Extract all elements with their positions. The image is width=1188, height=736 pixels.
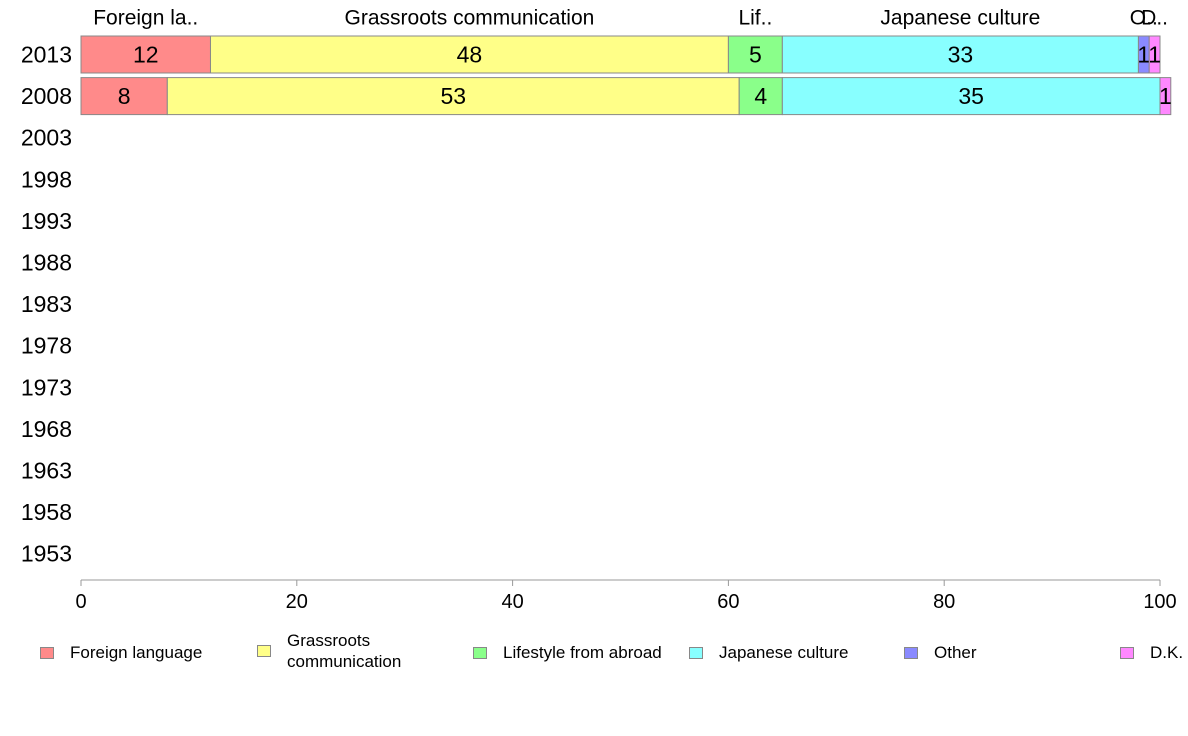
- series-header-other: O..: [1130, 7, 1158, 30]
- series-header-grassroots-communication: Grassroots communication: [345, 7, 595, 30]
- y-tick-label-2013: 2013: [21, 42, 72, 68]
- y-tick-label-1963: 1963: [21, 458, 72, 484]
- x-tick-label-80: 80: [933, 591, 955, 613]
- legend-swatch-foreign-language: [40, 646, 54, 659]
- data-label-2008-lifestyle-from-abroad: 4: [754, 83, 767, 109]
- x-tick-label-100: 100: [1143, 591, 1176, 613]
- y-tick-label-1983: 1983: [21, 291, 72, 317]
- data-label-2013-grassroots-communication: 48: [457, 42, 483, 68]
- legend-label-grassroots-communication: Grassroots communication: [287, 631, 402, 671]
- x-tick-label-0: 0: [75, 591, 86, 613]
- y-tick-label-1978: 1978: [21, 333, 72, 359]
- y-tick-label-1968: 1968: [21, 416, 72, 442]
- legend-label-lifestyle-from-abroad: Lifestyle from abroad: [503, 643, 662, 662]
- bar-2013-grassroots-communication: [209, 35, 729, 74]
- legend-swatch-dk: [1120, 646, 1134, 659]
- legend-label-japanese-culture: Japanese culture: [719, 643, 849, 662]
- data-label-2008-grassroots-communication: 53: [440, 83, 466, 109]
- legend-item-japanese-culture: Japanese culture: [689, 642, 848, 663]
- bar-2008-lifestyle-from-abroad: [738, 77, 783, 116]
- y-tick-label-1988: 1988: [21, 250, 72, 276]
- data-label-2008-d-k: 1: [1159, 83, 1172, 109]
- y-tick-label-2008: 2008: [21, 83, 72, 109]
- series-header-d-k: D..: [1141, 7, 1168, 30]
- data-label-2013-japanese-culture: 33: [948, 42, 974, 68]
- legend-swatch-japanese-culture: [689, 646, 703, 659]
- y-tick-label-2003: 2003: [21, 125, 72, 151]
- legend-label-foreign-language: Foreign language: [70, 643, 203, 662]
- data-label-2013-other: 1: [1137, 42, 1150, 68]
- data-label-2013-d-k: 1: [1148, 42, 1161, 68]
- legend-swatch-other: [904, 646, 918, 659]
- legend-item-lifestyle-from-abroad: Lifestyle from abroad: [473, 642, 662, 663]
- chart-legend: Foreign language Grassroots communicatio…: [0, 630, 1188, 680]
- data-label-2013-foreign-language: 12: [133, 42, 159, 68]
- bar-2008-grassroots-communication: [166, 77, 740, 116]
- bar-2013-foreign-language: [80, 35, 211, 74]
- bar-2013-d-k: [1148, 35, 1161, 74]
- series-header-japanese-culture: Japanese culture: [880, 7, 1040, 30]
- y-tick-label-1993: 1993: [21, 208, 72, 234]
- legend-swatch-grassroots-communication: [257, 645, 271, 657]
- legend-label-other: Other: [934, 643, 977, 662]
- y-tick-label-1998: 1998: [21, 166, 72, 192]
- x-tick-label-60: 60: [717, 591, 739, 613]
- data-label-2008-japanese-culture: 35: [958, 83, 984, 109]
- legend-item-grassroots-communication: Grassroots communication: [257, 630, 401, 672]
- legend-label-dk: D.K.: [1150, 643, 1184, 662]
- legend-item-other: Other: [904, 642, 977, 663]
- bar-2008-d-k: [1159, 77, 1172, 116]
- y-tick-label-1958: 1958: [21, 499, 72, 525]
- data-label-2008-foreign-language: 8: [118, 83, 131, 109]
- legend-item-foreign-language: Foreign language: [40, 642, 202, 663]
- x-tick-label-40: 40: [501, 591, 523, 613]
- data-label-2013-lifestyle-from-abroad: 5: [749, 42, 762, 68]
- bar-2008-foreign-language: [80, 77, 168, 116]
- legend-swatch-lifestyle-from-abroad: [473, 646, 487, 659]
- bar-2013-lifestyle-from-abroad: [727, 35, 783, 74]
- x-tick-label-20: 20: [286, 591, 308, 613]
- stacked-bar-chart: 2013200820031998199319881983197819731968…: [21, 7, 1177, 614]
- legend-item-dk: D.K.: [1120, 642, 1183, 663]
- bar-2013-japanese-culture: [781, 35, 1139, 74]
- y-tick-label-1953: 1953: [21, 541, 72, 567]
- series-header-lifestyle-from-abroad: Lif..: [738, 7, 772, 30]
- series-header-foreign-language: Foreign la..: [93, 7, 198, 30]
- y-tick-label-1973: 1973: [21, 374, 72, 400]
